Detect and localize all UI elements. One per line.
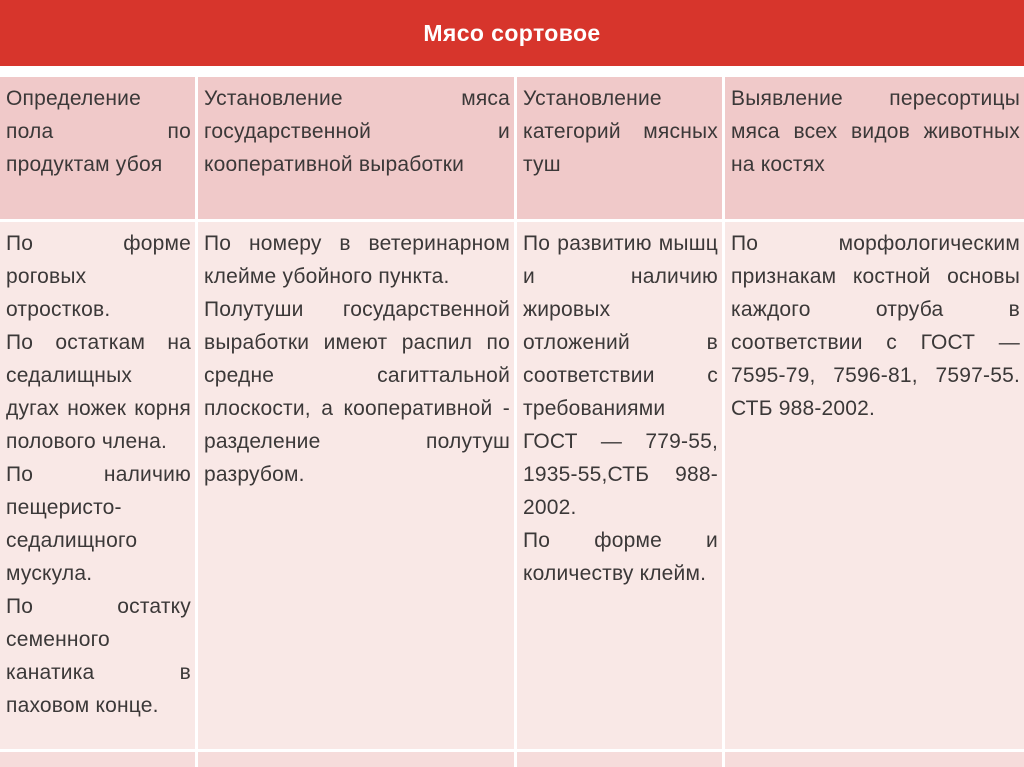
band-row-cell	[0, 752, 195, 767]
header-text: Определение пола по продуктам убоя	[6, 87, 191, 176]
header-text: Выявление пересортицы мяса всех видов жи…	[731, 87, 1020, 176]
header-cell-misgrading-detection: Выявление пересортицы мяса всех видов жи…	[725, 77, 1024, 219]
header-cell-production-type: Установление мяса государственной и кооп…	[198, 77, 514, 219]
band-row-cell	[198, 752, 514, 767]
header-text: Установление категорий мясных туш	[523, 87, 718, 176]
body-cell-sex-determination: По форме роговых отростков. По остаткам …	[0, 222, 195, 749]
cell-paragraph: По остатку семенного канатика в паховом …	[6, 595, 191, 717]
cell-paragraph: По форме роговых отростков.	[6, 232, 191, 321]
band-row-cell	[725, 752, 1024, 767]
cell-paragraph: По морфологическим признакам костной осн…	[731, 232, 1020, 420]
cell-paragraph: Полутуши государственной выработки имеют…	[204, 298, 510, 486]
header-text: Установление мяса государственной и кооп…	[204, 87, 510, 176]
header-cell-sex-determination: Определение пола по продуктам убоя	[0, 77, 195, 219]
body-cell-carcass-category: По развитию мышц и наличию жировых отлож…	[517, 222, 722, 749]
body-cell-misgrading-detection: По морфологическим признакам костной осн…	[725, 222, 1024, 749]
header-cell-carcass-category: Установление категорий мясных туш	[517, 77, 722, 219]
cell-paragraph: По остаткам на седалищных дугах ножек ко…	[6, 331, 191, 453]
slide-title-bar: Мясо сортовое	[0, 0, 1024, 66]
body-cell-production-type: По номеру в ветеринарном клейме убойного…	[198, 222, 514, 749]
cell-paragraph: По номеру в ветеринарном клейме убойного…	[204, 232, 510, 288]
cell-paragraph: По форме и количеству клейм.	[523, 529, 718, 585]
meat-grading-table: Определение пола по продуктам убоя Устан…	[0, 77, 1024, 767]
cell-paragraph: По развитию мышц и наличию жировых отлож…	[523, 232, 718, 519]
slide-title: Мясо сортовое	[423, 19, 601, 46]
band-row-cell	[517, 752, 722, 767]
cell-paragraph: По наличию пещеристо-седалищного мускула…	[6, 463, 191, 585]
